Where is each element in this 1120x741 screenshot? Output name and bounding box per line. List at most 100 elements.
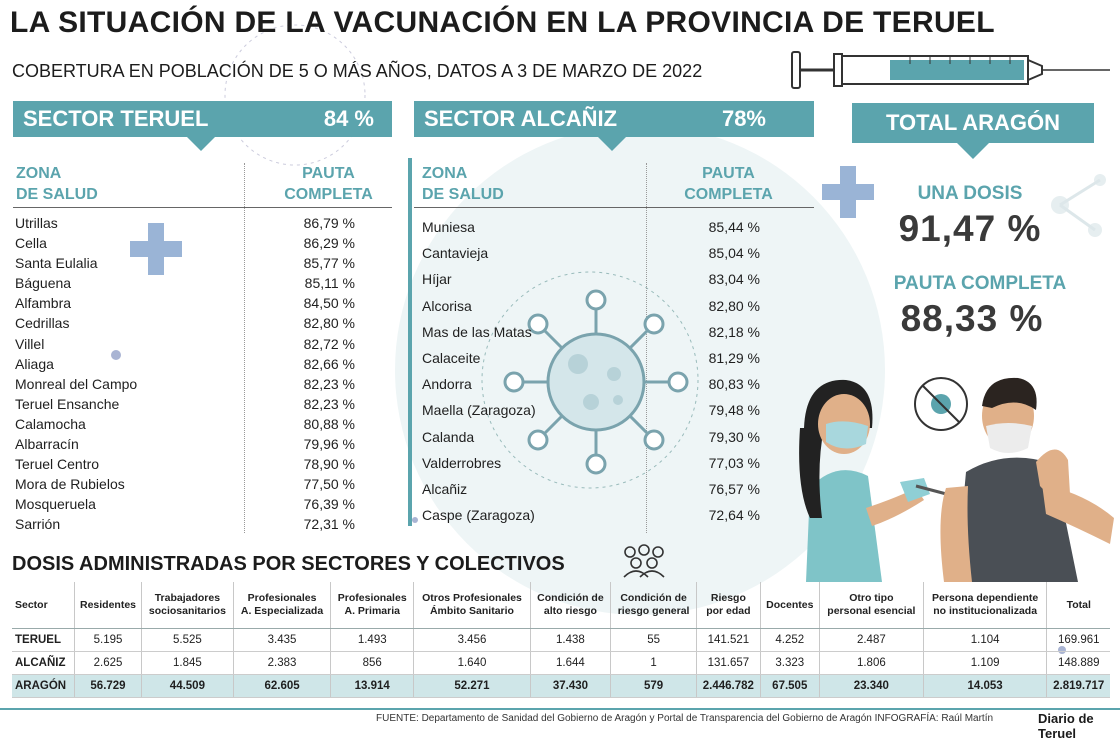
- alcaniz-col-pauta: PAUTA COMPLETA: [676, 163, 781, 205]
- zone-name: Cantavieja: [422, 245, 489, 262]
- list-item: Mosqueruela 76,39 %: [15, 494, 355, 514]
- zone-pct: 81,29 %: [708, 350, 760, 367]
- zone-pct: 77,50 %: [303, 476, 355, 493]
- zone-pct: 86,79 %: [303, 215, 355, 231]
- teruel-col-pauta-line1: PAUTA: [302, 165, 355, 182]
- list-item: Monreal del Campo 82,23 %: [15, 374, 355, 394]
- table-cell: 131.657: [696, 651, 761, 675]
- teruel-col-zona-line1: ZONA: [16, 165, 62, 182]
- page-subtitle: COBERTURA EN POBLACIÓN DE 5 O MÁS AÑOS, …: [12, 61, 703, 81]
- list-item: Calanda 79,30 %: [422, 424, 760, 450]
- zone-pct: 85,44 %: [708, 219, 760, 235]
- table-cell: 2.625: [74, 651, 142, 675]
- virus-icon: [503, 289, 689, 475]
- table-cell: 1.493: [330, 628, 415, 652]
- table-cell: 856: [330, 651, 415, 675]
- zone-pct: 80,83 %: [708, 376, 760, 393]
- zone-name: Alcorisa: [422, 297, 472, 314]
- footer-source: FUENTE: Departamento de Sanidad del Gobi…: [376, 713, 993, 724]
- zone-pct: 77,03 %: [708, 454, 760, 471]
- table-cell: 2.819.717: [1046, 674, 1110, 698]
- plus-icon: [822, 166, 874, 218]
- zone-name: Utrillas: [15, 215, 58, 231]
- alcaniz-col-zona-line2: DE SALUD: [422, 186, 504, 203]
- teruel-list-top-line: [13, 207, 392, 208]
- zone-pct: 76,57 %: [708, 481, 760, 498]
- table-cell: 148.889: [1046, 651, 1110, 675]
- teruel-zone-list: Utrillas 86,79 % Cella 86,29 % Santa Eulal…: [15, 213, 355, 535]
- zone-pct: 79,30 %: [708, 428, 760, 445]
- list-item: Teruel Centro 78,90 %: [15, 454, 355, 474]
- sector-teruel-label: SECTOR TERUEL: [23, 106, 209, 131]
- zone-pct: 85,04 %: [708, 245, 760, 262]
- zone-name: Cedrillas: [15, 315, 70, 332]
- col-header-text: Docentes: [766, 598, 814, 611]
- vaccination-illustration: [799, 377, 1114, 582]
- sector-alcaniz-pct: 78%: [721, 106, 766, 131]
- table-row: TERUEL 5.195 5.525 3.435 1.493 3.456 1.4…: [12, 628, 1110, 652]
- col-header-text: A. Primaria: [344, 605, 400, 617]
- col-header-text: Profesionales: [337, 592, 407, 604]
- zone-pct: 83,04 %: [708, 271, 760, 288]
- zone-name: Santa Eulalia: [15, 255, 98, 272]
- zone-name: Valderrobres: [422, 454, 502, 471]
- no-virus-icon: [914, 377, 968, 431]
- pauta-completa-value: 88,33 %: [900, 298, 1044, 339]
- col-header-trabajadores: Trabajadores sociosanitarios: [141, 582, 234, 629]
- zone-name: Alfambra: [15, 295, 72, 312]
- table-cell: 4.252: [760, 628, 820, 652]
- table-cell: TERUEL: [12, 628, 75, 652]
- infografia-label: INFOGRAFÍA:: [874, 713, 939, 724]
- zone-pct: 85,11 %: [304, 275, 355, 292]
- col-header-text: Profesionales: [247, 592, 317, 604]
- pauta-completa-label: PAUTA COMPLETA: [893, 273, 1067, 294]
- list-item: Muniesa 85,44 %: [422, 214, 760, 240]
- list-item: Maella (Zaragoza) 79,48 %: [422, 397, 760, 423]
- plus-icon: [130, 223, 182, 275]
- zone-name: Albarracín: [15, 436, 79, 453]
- table-cell: 37.430: [530, 674, 612, 698]
- dosis-table-title: DOSIS ADMINISTRADAS POR SECTORES Y COLEC…: [12, 553, 565, 575]
- zone-name: Calanda: [422, 428, 475, 445]
- zone-name: Maella (Zaragoza): [422, 402, 536, 419]
- list-item: Cedrillas 82,80 %: [15, 313, 355, 333]
- dosis-table: Sector Residentes Trabajadores sociosanit…: [12, 582, 1110, 698]
- col-header-text: Sector: [15, 598, 48, 611]
- table-cell: 141.521: [696, 628, 761, 652]
- list-item: Teruel Ensanche 82,23 %: [15, 394, 355, 414]
- zone-name: Calamocha: [15, 415, 86, 432]
- teruel-col-divider: [244, 163, 246, 533]
- table-cell: 1.104: [923, 628, 1048, 652]
- table-cell: 579: [610, 674, 698, 698]
- col-header-text: Otro tipo: [849, 592, 894, 604]
- list-item: Utrillas 86,79 %: [15, 213, 355, 233]
- table-cell: 1: [610, 651, 698, 675]
- zone-name: Mas de las Matas: [422, 323, 532, 340]
- col-header-prof-especializada: Profesionales A. Especializada: [233, 582, 332, 629]
- col-header-text: por edad: [706, 605, 751, 617]
- list-item: Mora de Rubielos 77,50 %: [15, 474, 355, 494]
- una-dosis-label: UNA DOSIS: [917, 183, 1023, 204]
- zone-name: Muniesa: [422, 219, 475, 235]
- list-item: Santa Eulalia 85,77 %: [15, 253, 355, 273]
- list-item: Alfambra 84,50 %: [15, 293, 355, 313]
- table-cell: 55: [610, 628, 698, 652]
- col-header-otro-personal: Otro tipo personal esencial: [819, 582, 924, 629]
- zone-name: Cella: [15, 235, 47, 252]
- list-item: Villel 82,72 %: [15, 334, 355, 354]
- col-header-residentes: Residentes: [74, 582, 142, 629]
- col-header-prof-primaria: Profesionales A. Primaria: [330, 582, 415, 629]
- col-header-text: Condición de: [537, 592, 604, 604]
- zone-pct: 80,88 %: [303, 415, 355, 432]
- col-header-persona-dependiente: Persona dependiente no institucionalizada: [923, 582, 1048, 629]
- list-item: Aliaga 82,66 %: [15, 354, 355, 374]
- col-header-text: Ámbito Sanitario: [429, 605, 514, 617]
- list-item: Andorra 80,83 %: [422, 371, 760, 397]
- teruel-col-zona-line2: DE SALUD: [16, 186, 98, 203]
- table-cell: 5.195: [74, 628, 142, 652]
- table-cell: 62.605: [233, 674, 332, 698]
- col-header-text: Otros Profesionales: [422, 592, 522, 604]
- alcaniz-col-pauta-line1: PAUTA: [702, 165, 755, 182]
- col-header-text: Persona dependiente: [932, 592, 1039, 604]
- zone-name: Villel: [15, 335, 45, 352]
